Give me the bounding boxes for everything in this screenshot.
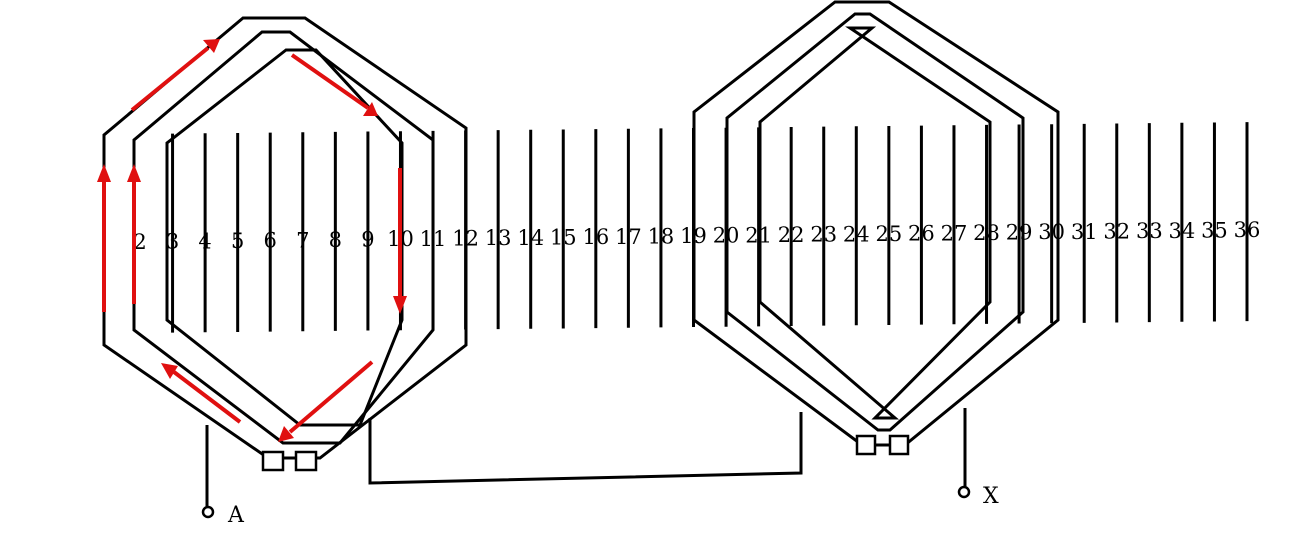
slot-number-20: 20 [713, 224, 740, 248]
current-arrows [97, 39, 407, 442]
arrow-down-right-head [393, 296, 407, 314]
slot-number-3: 3 [166, 230, 179, 254]
slot-number-9: 9 [361, 228, 374, 252]
slot-number-14: 14 [517, 226, 544, 250]
slot-number-2: 2 [133, 230, 146, 254]
slot-number-8: 8 [329, 228, 342, 252]
coil-1-inner [165, 48, 404, 427]
slot-number-30: 30 [1038, 220, 1065, 244]
coil-1-lead-left [261, 450, 285, 472]
slot-number-24: 24 [843, 222, 870, 246]
slot-number-19: 19 [680, 224, 707, 248]
slot-number-35: 35 [1201, 218, 1228, 242]
slot-number-32: 32 [1103, 220, 1130, 244]
connections: A X [201, 408, 999, 528]
slot-number-28: 28 [973, 221, 1000, 245]
coil-group-2 [692, 0, 1060, 456]
slot-number-12: 12 [452, 227, 479, 251]
coil-2-lead-left [855, 434, 877, 456]
slot-number-5: 5 [231, 229, 244, 253]
arrow-top-right-head [363, 102, 378, 116]
slot-number-29: 29 [1006, 221, 1033, 245]
slot-number-6: 6 [264, 229, 277, 253]
terminal-x-dot [957, 485, 971, 499]
slot-number-34: 34 [1169, 219, 1196, 243]
coil-2-inner [758, 26, 992, 420]
slot-number-4: 4 [198, 229, 211, 253]
slot-number-13: 13 [485, 226, 512, 250]
arrow-diag-down-head [278, 426, 294, 442]
slot-number-31: 31 [1071, 220, 1098, 244]
arrow-diag-down [288, 360, 374, 434]
slot-number-25: 25 [875, 222, 902, 246]
terminal-a-dot [201, 505, 215, 519]
slot-numbers: 2 3 4 5 6 7 8 9 10 11 12 13 14 15 16 17 18 19 20 21 22 23 24 25… [133, 218, 1260, 254]
slot-number-23: 23 [810, 223, 837, 247]
terminal-x-label: X [983, 484, 999, 509]
slot-number-16: 16 [582, 225, 609, 249]
slot-number-17: 17 [615, 225, 642, 249]
coil-group-1 [102, 16, 468, 472]
inter-coil-connection [368, 412, 803, 485]
slot-number-15: 15 [550, 225, 577, 249]
slot-number-22: 22 [778, 223, 805, 247]
coil-2-lead-right [888, 434, 910, 456]
slot-number-11: 11 [420, 227, 447, 251]
arrow-up-outer-head [97, 164, 111, 182]
slot-number-21: 21 [745, 223, 772, 247]
arrow-top-right [290, 53, 370, 110]
terminal-a-label: A [227, 503, 245, 528]
arrow-top-left [130, 46, 210, 112]
slot-number-36: 36 [1234, 218, 1261, 242]
arrow-bottom-left [172, 370, 242, 424]
arrow-up-middle-head [127, 164, 141, 182]
arrow-top-left-head [203, 39, 220, 53]
slot-number-33: 33 [1136, 219, 1163, 243]
arrow-bottom-left-head [161, 363, 178, 379]
coil-2-middle [725, 12, 1025, 432]
slot-number-27: 27 [941, 221, 968, 245]
coil-1-lead-right [294, 450, 318, 472]
slot-number-7: 7 [296, 228, 309, 252]
slot-number-26: 26 [908, 222, 935, 246]
slot-number-18: 18 [648, 224, 675, 248]
